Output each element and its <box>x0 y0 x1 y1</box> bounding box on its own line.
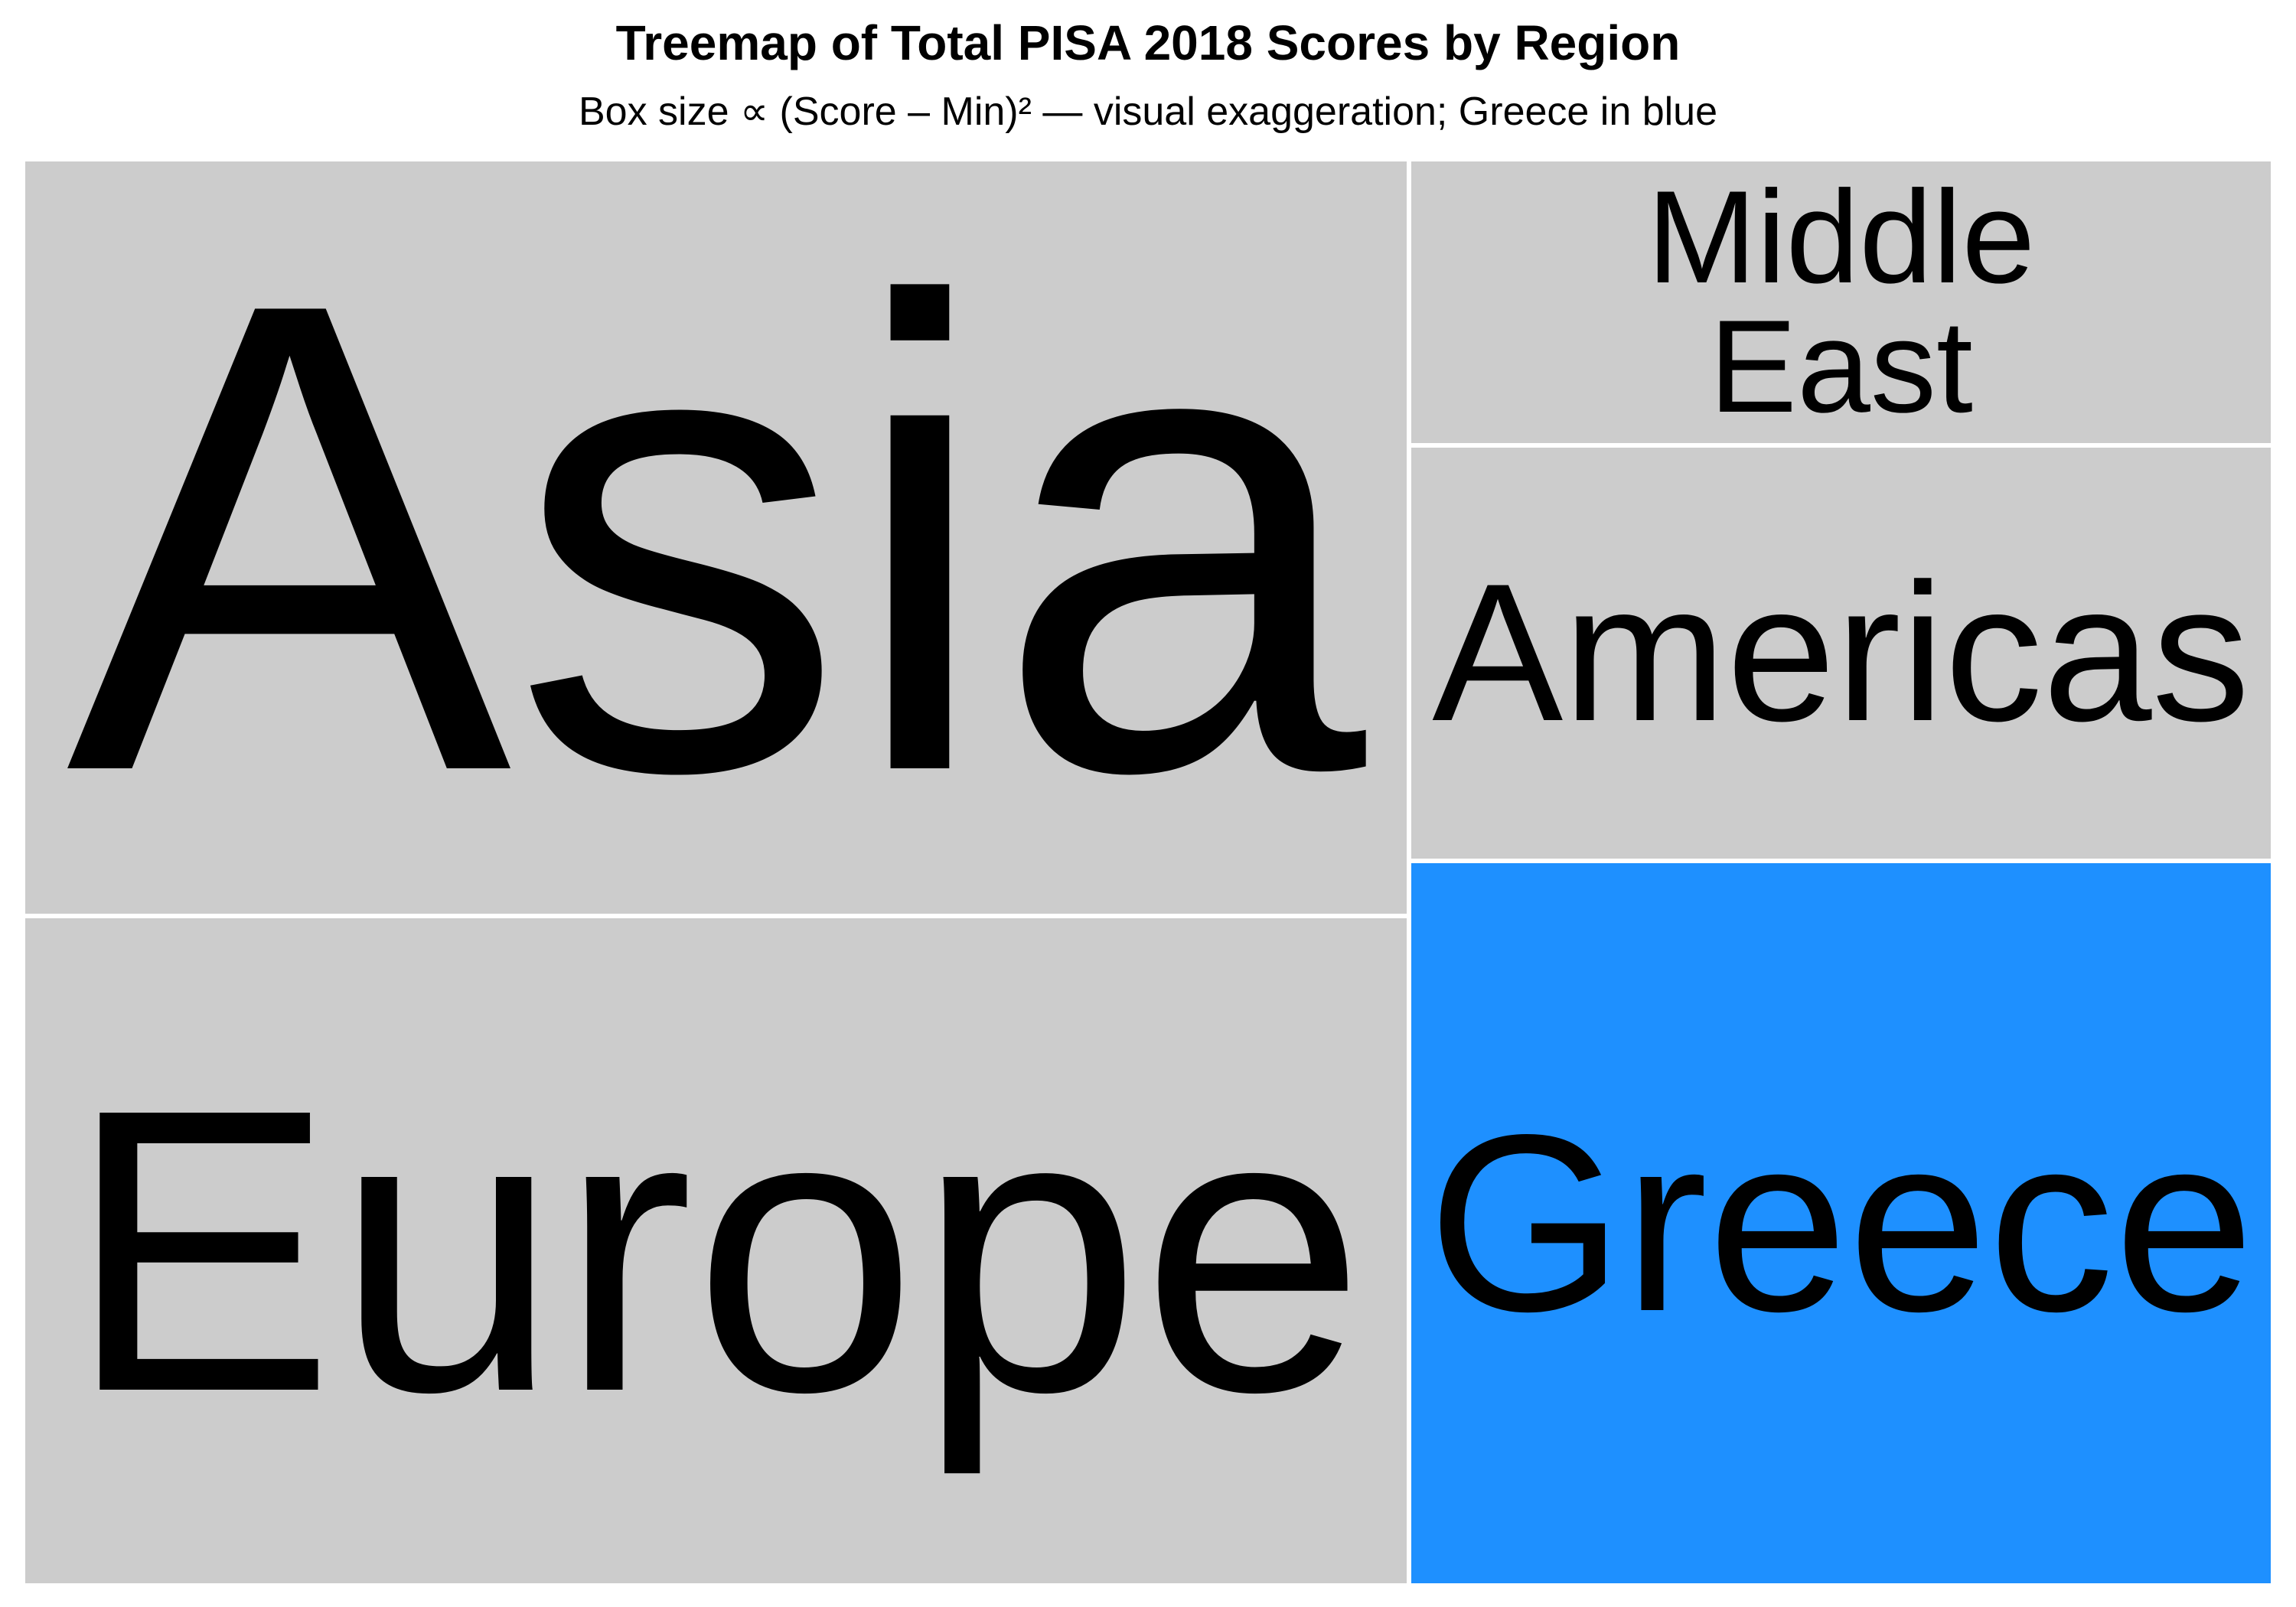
tile-label-europe: Europe <box>25 918 1407 1583</box>
tile-americas: Americas <box>1409 445 2273 862</box>
tile-label-line: East <box>1709 292 1973 440</box>
tile-label-asia: Asia <box>25 161 1407 914</box>
tile-label-greece: Greece <box>1411 863 2271 1583</box>
tile-greece: Greece <box>1409 861 2273 1586</box>
tile-label-line: Americas <box>1432 543 2250 762</box>
tile-label-line: Greece <box>1427 1082 2255 1364</box>
tile-asia: Asia <box>23 159 1410 917</box>
tile-label-americas: Americas <box>1411 448 2271 859</box>
tile-europe: Europe <box>23 916 1410 1586</box>
chart-title: Treemap of Total PISA 2018 Scores by Reg… <box>615 15 1681 70</box>
tile-middle-east: Middle East <box>1409 159 2273 445</box>
tile-label-line: Middle <box>1646 163 2036 311</box>
tile-label-line: Asia <box>66 164 1366 911</box>
tile-label-line: Europe <box>67 1025 1365 1475</box>
tile-label-middle-east: Middle East <box>1411 161 2271 443</box>
chart-subtitle: Box size ∝ (Score – Min)² — visual exagg… <box>578 90 1718 134</box>
